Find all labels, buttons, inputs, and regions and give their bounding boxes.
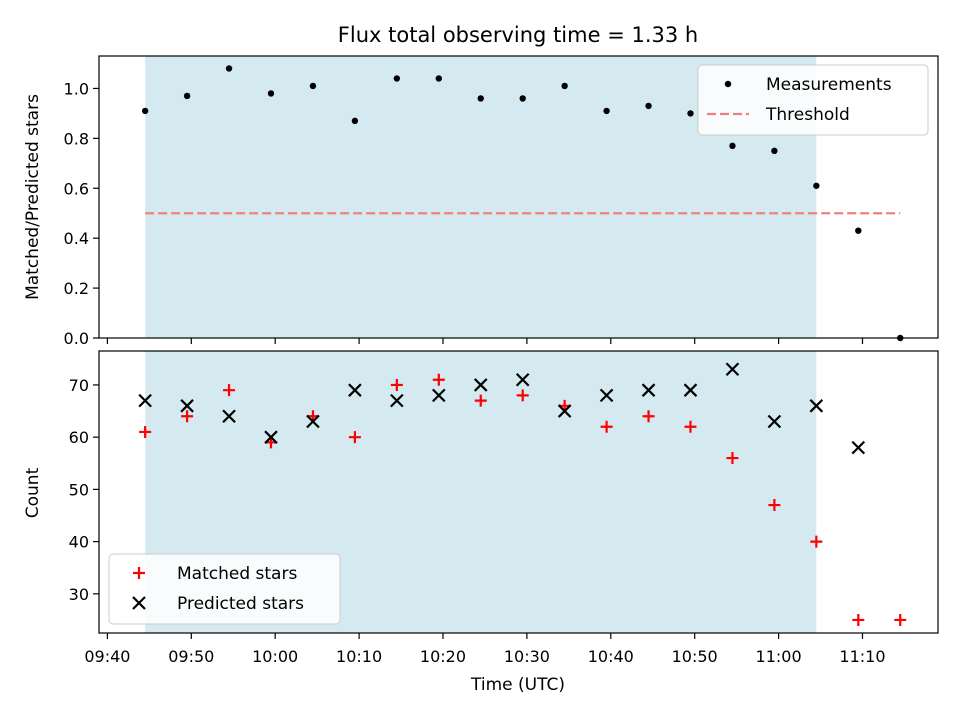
- bottom-matched-star-point: [348, 431, 361, 444]
- top-measurement-point: [561, 82, 568, 90]
- bottom-x-tick-label: 09:50: [168, 647, 214, 666]
- bottom-predicted-star-point: [180, 399, 194, 413]
- bottom-legend-label: Matched stars: [177, 564, 297, 584]
- bottom-predicted-star-point: [264, 430, 278, 444]
- bottom-legend-label: Predicted stars: [177, 594, 304, 614]
- bottom-matched-star-point: [810, 535, 823, 548]
- top-measurement-point: [183, 92, 191, 100]
- top-y-tick-label: 0.8: [64, 129, 89, 148]
- bottom-predicted-star-point: [348, 383, 362, 397]
- top-y-axis-label: Matched/Predicted stars: [23, 94, 43, 300]
- bottom-predicted-star-point: [390, 393, 404, 408]
- top-legend-label: Threshold: [765, 105, 850, 125]
- bottom-panel: 09:40 09:50 10:00 10:10 10:20 10:30 10:40 10:50…: [69, 350, 939, 666]
- bottom-predicted-star-point: [515, 372, 530, 387]
- top-legend-label: Measurements: [766, 75, 892, 95]
- bottom-x-tick-label: 10:20: [420, 647, 466, 666]
- bottom-x-tick-label: 10:30: [504, 647, 550, 666]
- top-y-tick-label: 1.0: [64, 79, 89, 98]
- bottom-matched-star-point: [894, 613, 907, 626]
- bottom-predicted-star-point: [809, 399, 824, 413]
- bottom-predicted-star-point: [725, 362, 740, 377]
- bottom-predicted-star-point: [851, 440, 866, 455]
- bottom-x-tick-label: 10:00: [252, 647, 298, 666]
- bottom-matched-star-point: [432, 373, 445, 386]
- bottom-matched-star-point: [852, 613, 865, 626]
- bottom-legend-plus-marker: [133, 567, 145, 579]
- chart-title: Flux total observing time = 1.33 h: [338, 23, 698, 47]
- bottom-y-tick-label: 60: [69, 428, 89, 447]
- top-legend-dot-marker: [724, 80, 732, 88]
- top-measurement-point: [855, 227, 862, 234]
- bottom-matched-star-point: [726, 452, 739, 465]
- bottom-predicted-star-point: [683, 383, 698, 397]
- top-y-tick-label: 0.2: [64, 279, 89, 298]
- top-measurement-point: [435, 75, 442, 82]
- top-legend-box: [697, 64, 929, 136]
- bottom-matched-star-point: [516, 389, 529, 402]
- top-measurement-point: [225, 65, 233, 72]
- bottom-predicted-star-point: [222, 409, 236, 424]
- bottom-matched-star-point: [600, 420, 613, 433]
- top-panel: 0.0 0.2 0.4 0.6 0.8 1.0 Measurements Threshold: [64, 55, 939, 348]
- bottom-predicted-star-point: [138, 393, 152, 408]
- x-axis-label: Time (UTC): [470, 675, 565, 695]
- bottom-matched-star-point: [474, 394, 487, 407]
- bottom-y-tick-label: 70: [69, 376, 89, 395]
- top-measurement-point: [729, 142, 736, 150]
- top-measurement-point: [519, 95, 526, 102]
- bottom-x-tick-label: 11:10: [839, 647, 885, 666]
- bottom-predicted-star-point: [473, 378, 488, 392]
- bottom-legend-x-marker: [132, 596, 146, 610]
- top-measurement-point: [351, 117, 359, 125]
- bottom-y-axis-label: Count: [23, 467, 43, 518]
- top-y-tick-label: 0.0: [64, 329, 89, 348]
- bottom-x-tick-label: 10:10: [336, 647, 382, 666]
- top-legend: Measurements Threshold: [697, 64, 929, 136]
- bottom-matched-star-point: [181, 410, 194, 423]
- top-measurement-point: [771, 147, 778, 155]
- bottom-predicted-star-point: [599, 388, 614, 403]
- bottom-x-tick-label: 10:40: [588, 647, 634, 666]
- bottom-matched-star-point: [390, 378, 403, 391]
- top-measurement-point: [645, 102, 652, 110]
- top-measurement-point: [393, 75, 401, 82]
- bottom-predicted-star-point: [432, 388, 446, 403]
- bottom-predicted-star-point: [641, 383, 656, 397]
- bottom-y-tick-label: 40: [69, 533, 89, 552]
- bottom-x-tick-label: 09:40: [84, 647, 130, 666]
- bottom-x-tick-label: 11:00: [756, 647, 802, 666]
- top-plot-frame: [98, 55, 939, 339]
- bottom-x-tick-label: 10:50: [672, 647, 718, 666]
- bottom-predicted-star-point: [306, 414, 320, 429]
- top-measurement-point: [603, 107, 610, 115]
- bottom-y-tick-label: 50: [69, 480, 89, 499]
- top-measurement-point: [813, 182, 820, 189]
- top-measurement-point: [477, 95, 484, 102]
- bottom-matched-star-point: [684, 420, 697, 433]
- top-measurement-point: [141, 107, 149, 115]
- bottom-legend-box: [108, 553, 341, 625]
- top-y-tick-label: 0.6: [64, 179, 89, 198]
- bottom-y-tick-label: 30: [69, 585, 89, 604]
- bottom-matched-star-point: [223, 384, 236, 397]
- top-measurement-point: [267, 90, 275, 97]
- top-y-tick-label: 0.4: [64, 229, 89, 248]
- bottom-matched-star-point: [768, 499, 781, 512]
- bottom-matched-star-point: [642, 410, 655, 423]
- top-measurement-point: [309, 82, 317, 90]
- bottom-predicted-star-point: [767, 414, 782, 429]
- bottom-plot-frame: [98, 350, 939, 634]
- top-measurement-point: [687, 110, 694, 117]
- bottom-predicted-star-point: [557, 404, 572, 418]
- bottom-legend: Matched stars Predicted stars: [108, 553, 341, 625]
- bottom-matched-star-point: [139, 425, 152, 438]
